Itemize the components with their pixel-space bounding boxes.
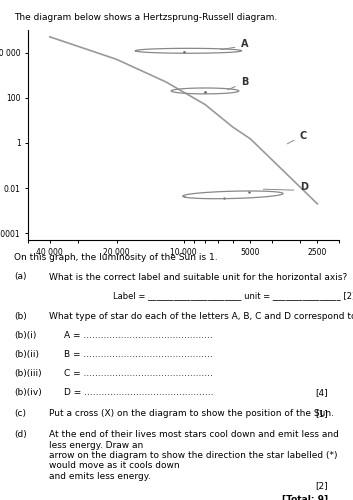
Text: (b)(ii): (b)(ii) <box>14 350 39 360</box>
Text: What is the correct label and suitable unit for the horizontal axis?: What is the correct label and suitable u… <box>49 272 348 281</box>
Text: Put a cross (X) on the diagram to show the position of the Sun.: Put a cross (X) on the diagram to show t… <box>49 410 334 418</box>
Text: C = .............................................: C = ....................................… <box>64 370 213 378</box>
Text: At the end of their lives most stars cool down and emit less and less energy. Dr: At the end of their lives most stars coo… <box>49 430 339 481</box>
Text: C: C <box>300 131 307 141</box>
Text: D: D <box>300 182 308 192</box>
Text: A: A <box>241 39 249 49</box>
Text: D = .............................................: D = ....................................… <box>64 388 213 398</box>
Text: A = .............................................: A = ....................................… <box>64 332 212 340</box>
Text: (b)(iv): (b)(iv) <box>14 388 42 398</box>
Text: What type of star do each of the letters A, B, C and D correspond to?: What type of star do each of the letters… <box>49 312 353 322</box>
Text: On this graph, the luminosity of the Sun is 1.: On this graph, the luminosity of the Sun… <box>14 252 218 262</box>
Text: (c): (c) <box>14 410 26 418</box>
Text: [4]: [4] <box>316 388 328 398</box>
Text: B = .............................................: B = ....................................… <box>64 350 212 360</box>
Text: (d): (d) <box>14 430 27 439</box>
Text: Label = ______________________ unit = ________________ [2]: Label = ______________________ unit = __… <box>113 292 353 300</box>
Text: (b): (b) <box>14 312 27 322</box>
Text: (a): (a) <box>14 272 26 281</box>
Text: B: B <box>241 78 249 88</box>
Text: [1]: [1] <box>316 410 328 418</box>
Text: [2]: [2] <box>316 482 328 490</box>
Text: [Total: 9]: [Total: 9] <box>282 495 328 500</box>
Text: (b)(i): (b)(i) <box>14 332 36 340</box>
Text: (b)(iii): (b)(iii) <box>14 370 42 378</box>
Text: The diagram below shows a Hertzsprung-Russell diagram.: The diagram below shows a Hertzsprung-Ru… <box>14 12 277 22</box>
